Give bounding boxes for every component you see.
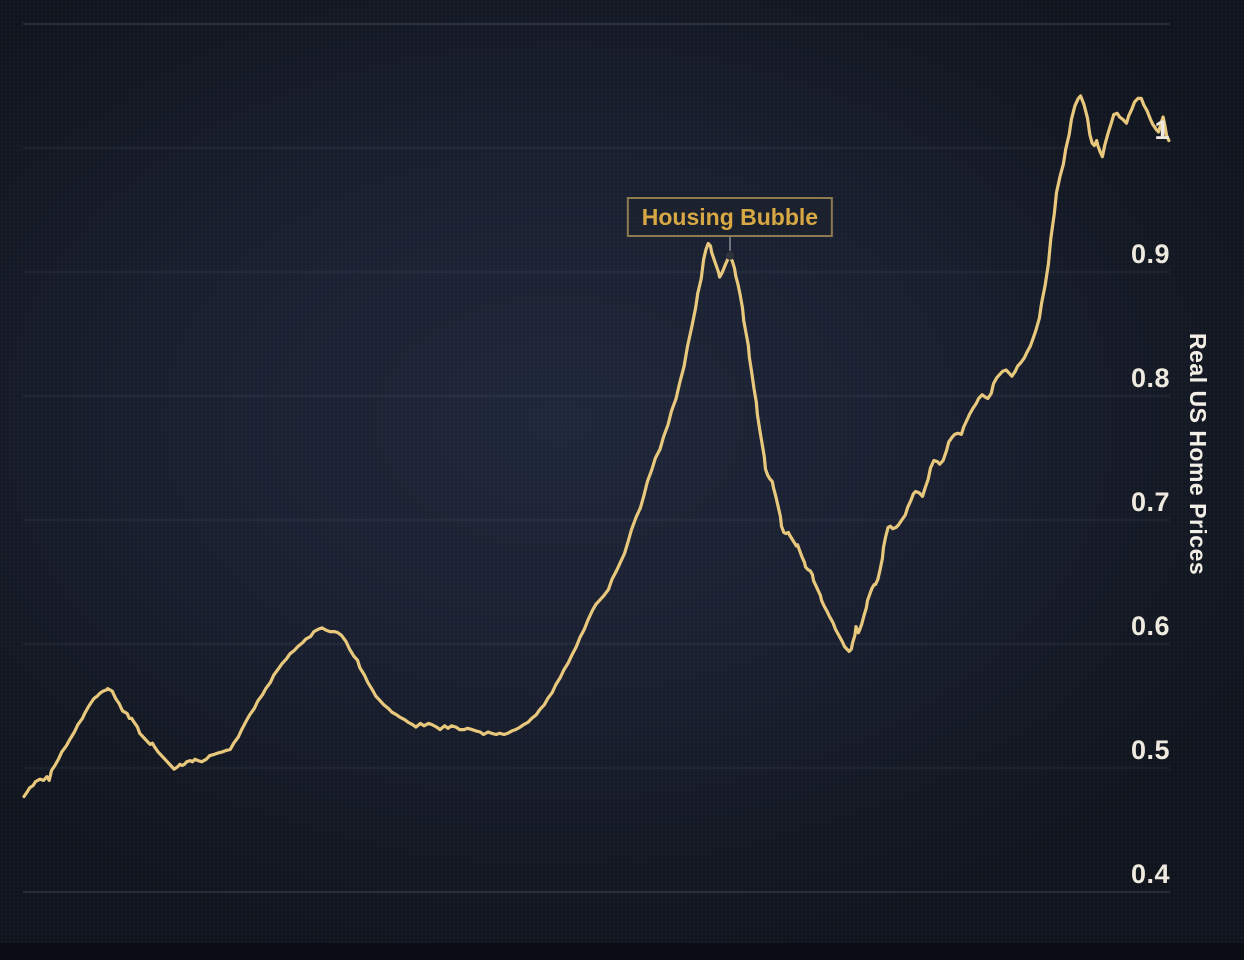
price-line bbox=[22, 94, 1171, 799]
bottom-letterbox-bar bbox=[0, 943, 1244, 960]
y-tick-label: 0.8 bbox=[1130, 363, 1170, 393]
gridlines bbox=[23, 23, 1170, 893]
y-axis-title: Real US Home Prices bbox=[1185, 333, 1211, 576]
y-tick-label: 0.7 bbox=[1130, 487, 1170, 517]
y-tick-label: 1 bbox=[1154, 115, 1170, 145]
annotation-connector-line bbox=[728, 237, 731, 251]
y-tick-label: 0.4 bbox=[1130, 859, 1170, 889]
y-tick-label: 0.6 bbox=[1130, 611, 1170, 641]
housing-bubble-annotation: Housing Bubble bbox=[626, 197, 834, 237]
annotation-anchor-dot bbox=[725, 251, 734, 260]
y-tick-label: 0.9 bbox=[1130, 239, 1170, 269]
y-tick-label: 0.5 bbox=[1130, 735, 1170, 765]
